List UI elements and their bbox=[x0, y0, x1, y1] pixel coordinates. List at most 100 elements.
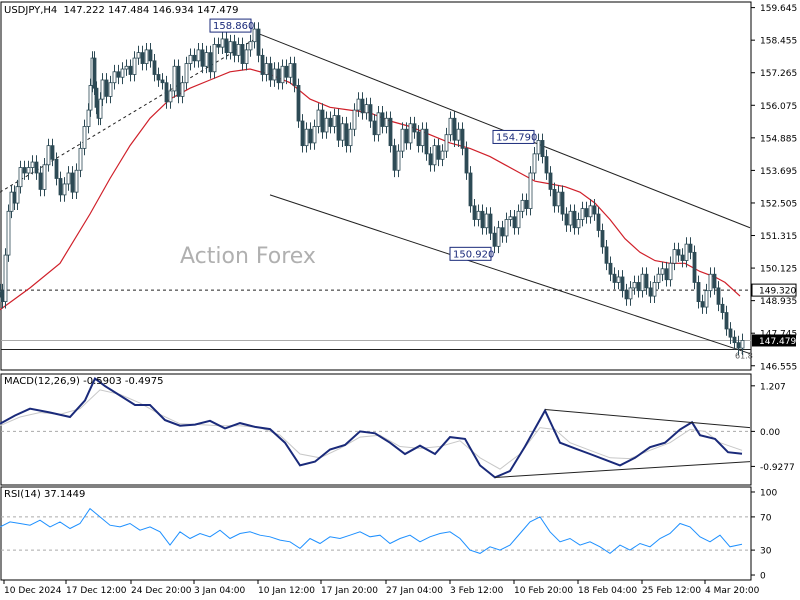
price-bar-body bbox=[536, 140, 541, 155]
price-bar-body bbox=[152, 60, 157, 75]
price-bar-body bbox=[220, 38, 225, 48]
price-bar-body bbox=[616, 276, 621, 283]
price-bar-body bbox=[396, 150, 401, 171]
price-bar-body bbox=[292, 63, 297, 86]
price-bar-body bbox=[240, 44, 245, 64]
price-bar-body bbox=[584, 208, 589, 218]
price-bar-body bbox=[428, 153, 433, 166]
channel-lower-line bbox=[269, 194, 751, 355]
rsi-tick-label: 30 bbox=[760, 547, 772, 557]
price-bar-body bbox=[74, 169, 79, 193]
fib-level-label: 61.8 bbox=[735, 351, 753, 360]
price-bar-body bbox=[732, 336, 737, 344]
price-bar-body bbox=[328, 117, 333, 127]
price-annotation-label: 154.790 bbox=[496, 132, 537, 143]
price-bar-body bbox=[58, 178, 63, 196]
price-bar-body bbox=[284, 65, 289, 78]
price-bar-body bbox=[132, 57, 137, 75]
price-bar-body bbox=[380, 112, 385, 127]
price-bar-body bbox=[388, 117, 393, 147]
price-bar-body bbox=[444, 134, 449, 152]
price-bar-body bbox=[168, 90, 173, 103]
price-bar-body bbox=[200, 49, 205, 67]
price-bar-body bbox=[648, 287, 653, 297]
current-price-value: 147.479 bbox=[759, 337, 796, 347]
price-bar-body bbox=[42, 164, 47, 190]
price-bar-body bbox=[120, 68, 125, 78]
price-bar-body bbox=[576, 219, 581, 229]
price-bar-body bbox=[528, 172, 533, 209]
price-bar-body bbox=[196, 49, 201, 62]
price-annotation-label: 158.860 bbox=[213, 21, 254, 32]
price-bar-body bbox=[228, 41, 233, 54]
price-bar-body bbox=[480, 210, 485, 229]
rsi-panel-frame bbox=[0, 486, 752, 581]
price-bar-body bbox=[664, 268, 669, 281]
price-bar-body bbox=[54, 158, 59, 179]
price-bar-body bbox=[204, 52, 209, 67]
price-bar-body bbox=[588, 205, 593, 218]
price-bar-body bbox=[392, 145, 397, 171]
price-bar-body bbox=[6, 210, 11, 256]
price-bar-body bbox=[408, 123, 413, 144]
rsi-title: RSI(14) 37.1449 bbox=[4, 489, 85, 500]
price-bar-body bbox=[492, 232, 497, 247]
price-bar-body bbox=[572, 210, 577, 229]
price-bar-body bbox=[216, 44, 221, 48]
watermark: Action Forex bbox=[180, 244, 316, 269]
price-bar-body bbox=[18, 167, 23, 188]
price-bar-body bbox=[116, 71, 121, 78]
price-bar-body bbox=[176, 65, 181, 97]
price-bar-body bbox=[544, 156, 549, 174]
price-bar-body bbox=[50, 145, 55, 160]
time-axis: 10 Dec 2024 17 Dec 12:00 24 Dec 20:00 3 Jan… bbox=[3, 580, 760, 596]
price-bar-body bbox=[300, 120, 305, 147]
price-bar-body bbox=[98, 98, 103, 119]
price-bar-body bbox=[34, 161, 39, 174]
price-bar-body bbox=[340, 123, 345, 141]
macd-trend-upper bbox=[544, 408, 751, 429]
price-bar-body bbox=[500, 227, 505, 237]
price-bar-body bbox=[280, 65, 285, 84]
price-bar-body bbox=[676, 249, 681, 256]
price-bar-body bbox=[30, 161, 35, 168]
price-bar-body bbox=[172, 65, 177, 92]
price-tick-label: 157.265 bbox=[760, 69, 797, 79]
price-tick-label: 159.645 bbox=[760, 4, 797, 14]
price-bar-body bbox=[624, 290, 629, 300]
price-bar-body bbox=[704, 290, 709, 308]
macd-panel: 1.207 0.00 -0.9277 bbox=[0, 373, 795, 486]
time-tick-label: 10 Jan 12:00 bbox=[258, 586, 315, 596]
price-bar-body bbox=[488, 213, 493, 234]
price-bar-body bbox=[540, 140, 545, 157]
price-bar-body bbox=[336, 115, 341, 141]
price-bar-body bbox=[188, 54, 193, 64]
price-bar-body bbox=[192, 54, 197, 62]
price-bar-body bbox=[82, 126, 87, 149]
price-bar-body bbox=[608, 262, 613, 275]
price-bar-body bbox=[22, 167, 27, 174]
price-bar-body bbox=[232, 41, 237, 56]
price-bar-body bbox=[12, 191, 17, 204]
price-bar-body bbox=[304, 128, 309, 147]
price-bar-body bbox=[416, 131, 421, 147]
time-tick-label: 10 Dec 2024 bbox=[4, 586, 62, 596]
chart-symbol-header: USDJPY,H4 147.222 147.484 146.934 147.47… bbox=[4, 5, 238, 16]
price-bar-body bbox=[70, 172, 75, 193]
dotted-trend-line bbox=[0, 38, 256, 193]
price-bar-body bbox=[376, 112, 381, 136]
price-bar-body bbox=[104, 79, 109, 97]
price-tick-label: 150.125 bbox=[760, 265, 797, 275]
price-bar-body bbox=[164, 82, 169, 103]
price-bar-body bbox=[78, 147, 83, 171]
price-bar-body bbox=[312, 126, 317, 144]
price-bar-body bbox=[512, 216, 517, 229]
price-bar-body bbox=[112, 71, 117, 84]
current-price-box bbox=[752, 334, 796, 347]
price-bar-body bbox=[652, 282, 657, 297]
price-tick-label: 153.695 bbox=[760, 167, 797, 177]
time-tick-label: 10 Feb 20:00 bbox=[514, 586, 573, 596]
price-bar-body bbox=[568, 210, 573, 226]
price-bar-body bbox=[720, 303, 725, 313]
